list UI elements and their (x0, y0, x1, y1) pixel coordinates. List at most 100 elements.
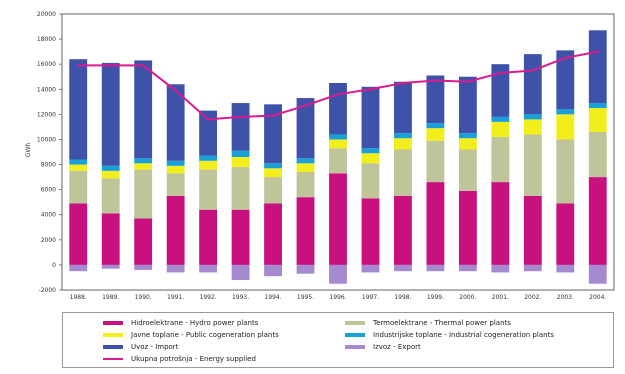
bar-segment (361, 198, 380, 265)
bar-segment (523, 134, 542, 196)
line-point (434, 79, 437, 82)
bar-segment (458, 149, 477, 191)
bar-segment (556, 114, 575, 140)
bar-segment-negative (394, 264, 412, 272)
y-tick-label: 6000 (41, 187, 56, 194)
bar-segment (556, 203, 575, 265)
y-tick-label: 14000 (37, 86, 56, 93)
legend-item: Uvoz - Import (103, 341, 178, 353)
legend-item: Termoelektrane - Thermal power plants (345, 317, 511, 329)
bar-segment (394, 195, 412, 265)
bar-segment (296, 158, 315, 164)
chart-area: -2000 0 2000 4000 6000 8000 10000 12000 14000 160… (25, 11, 615, 301)
legend-item: Ukupna potrošnja - Energy supplied (103, 353, 256, 365)
bar-segment (264, 203, 282, 265)
legend-label: Termoelektrane - Thermal power plants (373, 319, 511, 327)
bar-segment (523, 119, 542, 135)
bar-segment (329, 134, 347, 140)
x-tick-label: 1998. (394, 294, 411, 301)
bar-segment (69, 170, 88, 204)
bar-segment (556, 50, 575, 110)
bar-segment-negative (523, 264, 542, 272)
x-tick-label: 1990. (135, 294, 152, 301)
bar-segment (231, 157, 250, 168)
line-point (271, 114, 275, 117)
bar-segment-negative (426, 264, 445, 272)
bar-segment (361, 148, 380, 154)
bar-segment (394, 138, 412, 150)
bar-segment-negative (588, 264, 607, 284)
bar-segment (588, 108, 607, 132)
bar-segment (588, 131, 607, 178)
legend-item: Industrijske toplane - Industrial cogene… (345, 329, 554, 341)
bar-segment (491, 64, 510, 117)
bar-segment-negative (329, 264, 347, 284)
y-tick-label: 16000 (37, 61, 56, 68)
stacked-bar-chart: -2000 0 2000 4000 6000 8000 10000 12000 14000 160… (25, 11, 615, 301)
bar-segment (296, 163, 315, 173)
line-point (109, 64, 112, 67)
line-point (174, 89, 177, 92)
bar-segment (296, 98, 315, 159)
y-tick-label: 18000 (37, 36, 56, 43)
x-tick-label: 1988. (70, 294, 87, 301)
y-tick-label: 0 (52, 262, 56, 269)
bar-segment-negative (101, 264, 120, 269)
y-tick-label: 8000 (41, 162, 56, 169)
bar-segment (231, 209, 250, 265)
legend-label: Uvoz - Import (131, 343, 179, 351)
bar-segment (69, 203, 88, 265)
x-tick-label: 2004. (589, 294, 606, 301)
line-point (369, 88, 372, 91)
bar-segment-negative (264, 264, 282, 277)
bar-segment (264, 163, 282, 169)
bar-segment-negative (491, 264, 510, 273)
bar-segment (101, 170, 120, 179)
x-tick-label: 1994. (264, 294, 281, 301)
bar-segment (329, 173, 347, 265)
legend-swatch (345, 345, 365, 349)
chart-legend: Hidroelektrane - Hydro power plants Termo… (62, 312, 614, 368)
line-point (304, 104, 307, 107)
line-point (564, 56, 567, 60)
bar-segment (264, 177, 282, 204)
bar-segment (166, 173, 185, 196)
bar-segment (458, 138, 477, 150)
bar-segment (199, 209, 218, 265)
x-tick-label: 1989. (102, 294, 119, 301)
legend-swatch (103, 333, 123, 337)
bar-segment (394, 133, 412, 139)
bar-segment (101, 178, 120, 214)
y-tick-label: -2000 (39, 287, 57, 294)
bar-segment (523, 114, 542, 120)
bar-segment (166, 165, 185, 174)
bar-segment (231, 167, 250, 210)
bar-segment (426, 128, 445, 141)
line-point (401, 81, 405, 85)
legend-label: Izvoz - Export (373, 343, 421, 351)
x-tick-label: 1995. (297, 294, 314, 301)
bar-segment (426, 75, 445, 124)
x-tick-label: 2001. (492, 294, 509, 301)
bar-segment (394, 81, 412, 134)
bar-segment-negative (69, 264, 88, 272)
bar-segment (588, 30, 607, 104)
bar-segment-negative (296, 264, 315, 274)
x-tick-label: 1993. (232, 294, 249, 301)
bar-segment (134, 60, 153, 159)
bar-segment-negative (166, 264, 185, 273)
bar-segment (166, 160, 185, 166)
bar-segment (458, 76, 477, 134)
legend-swatch (345, 321, 365, 325)
bar-segment (588, 177, 607, 265)
line-point (206, 118, 210, 121)
line-point (499, 71, 502, 75)
bar-segment (166, 195, 185, 265)
bar-segment (556, 139, 575, 204)
line-point (77, 64, 80, 67)
bar-segment (134, 163, 153, 170)
bar-segment-negative (231, 264, 250, 280)
legend-swatch (103, 321, 123, 325)
legend-swatch (103, 358, 123, 360)
legend-item: Hidroelektrane - Hydro power plants (103, 317, 258, 329)
